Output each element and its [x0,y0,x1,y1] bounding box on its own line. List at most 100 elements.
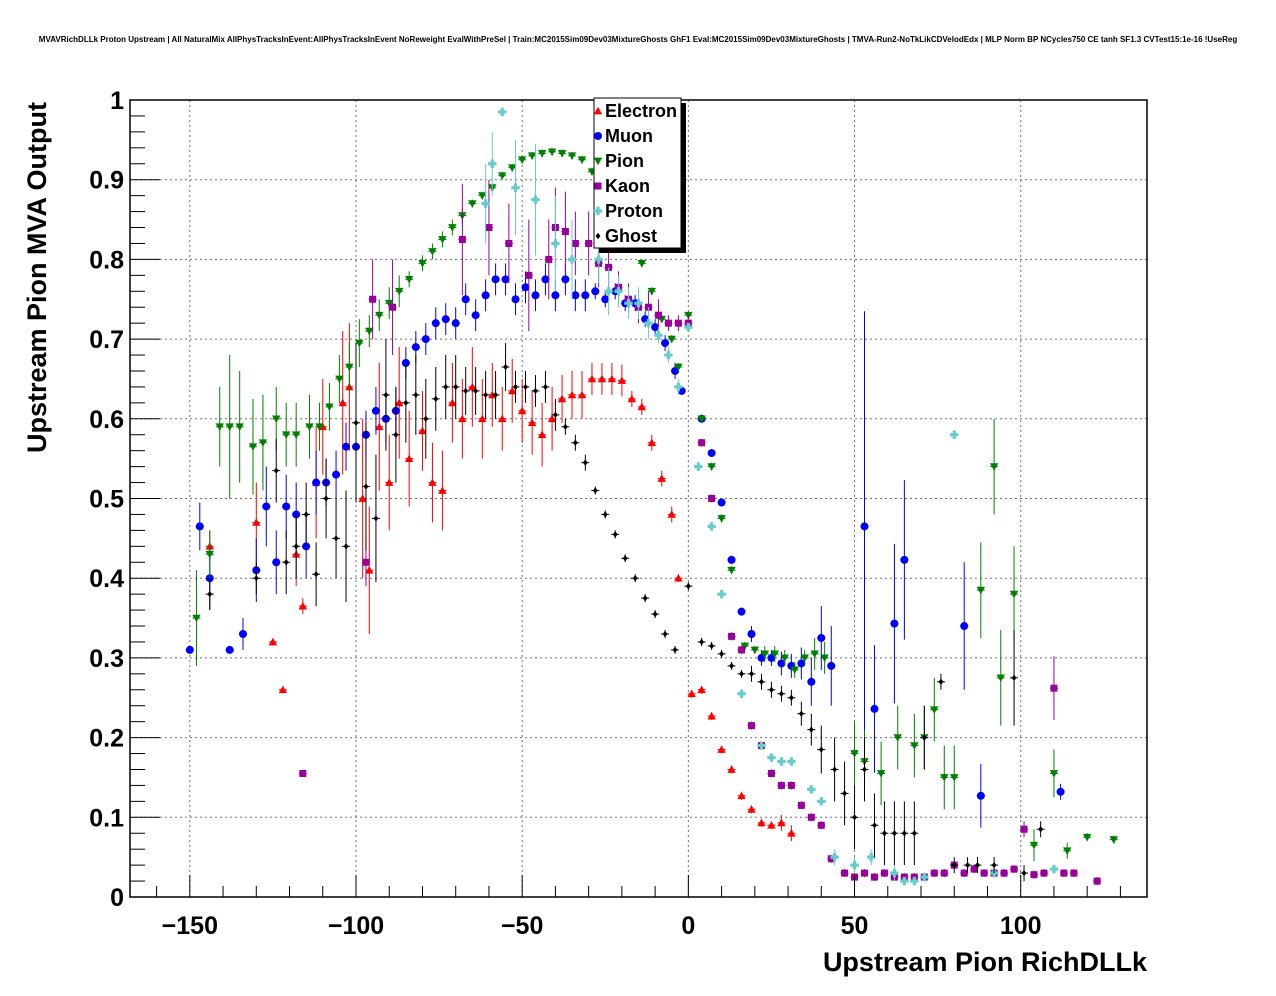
marker [404,454,414,463]
marker [375,422,384,431]
data-point [850,721,859,786]
x-tick-label: 0 [681,912,695,940]
data-point [684,322,693,332]
marker [1049,770,1059,778]
data-point [860,311,869,742]
data-point [910,801,919,866]
data-point [581,279,590,312]
marker [1010,865,1018,873]
marker [404,275,414,284]
marker [980,869,988,877]
data-point [697,685,706,694]
data-point [697,637,706,646]
data-point [644,307,653,340]
data-point [777,651,786,676]
data-point [950,857,959,874]
marker [428,248,437,256]
data-point [797,647,806,680]
data-point [717,589,726,599]
data-point [654,299,663,332]
data-point [527,151,537,160]
data-point [312,542,321,607]
legend-box [593,97,682,249]
data-point [777,814,786,831]
marker [862,766,867,773]
data-point [757,818,766,827]
data-point [438,450,447,531]
data-point [747,626,756,642]
marker [996,674,1005,683]
data-point [707,449,716,458]
data-point [531,143,540,256]
data-point [478,378,487,459]
marker [1030,871,1038,879]
marker [418,260,427,268]
marker [373,515,379,522]
data-point [571,434,580,451]
marker [1020,825,1028,833]
marker [572,439,578,446]
marker [215,423,224,431]
data-point [567,219,577,300]
y-tick-label: 0.5 [89,486,124,514]
data-point [667,506,676,523]
series-proton [481,107,1059,886]
marker [737,689,746,698]
marker [252,518,261,526]
data-point [587,363,597,395]
data-point [1069,869,1078,878]
marker [483,391,489,399]
marker [458,414,467,423]
data-point [225,355,234,499]
data-point [395,275,404,308]
marker [355,339,364,348]
data-point [448,219,457,236]
marker [511,295,520,304]
marker [777,757,786,766]
data-point [890,543,899,704]
marker [652,610,658,618]
data-point [531,279,540,312]
marker [567,255,577,264]
data-point [817,606,826,670]
data-point [567,370,577,419]
marker [767,753,776,762]
data-point [428,442,437,523]
marker [393,431,399,438]
marker [453,383,459,391]
data-point [850,857,859,874]
marker [671,366,680,375]
marker [817,821,825,829]
data-point [601,291,610,308]
marker [614,287,623,296]
legend-marker [593,206,603,216]
marker [527,152,537,160]
marker [303,511,309,518]
marker [547,414,557,423]
marker [820,654,829,663]
x-tick-label: −150 [162,912,218,940]
marker [585,239,593,247]
data-point [737,645,746,654]
marker [951,861,957,869]
data-point [757,673,766,690]
data-point [767,681,776,698]
marker [674,363,683,372]
marker [777,818,786,827]
marker [375,311,384,320]
marker [810,650,819,659]
marker [268,637,278,646]
marker [185,645,194,654]
marker [498,107,507,117]
data-point [448,363,457,443]
data-point [521,370,530,403]
legend-entry-kaon: Kaon [594,176,650,196]
marker [850,860,859,870]
marker [547,148,557,157]
marker [842,790,847,797]
marker [594,255,603,264]
data-point [989,418,999,515]
data-point [671,645,680,654]
marker [727,765,736,773]
marker [604,287,613,296]
